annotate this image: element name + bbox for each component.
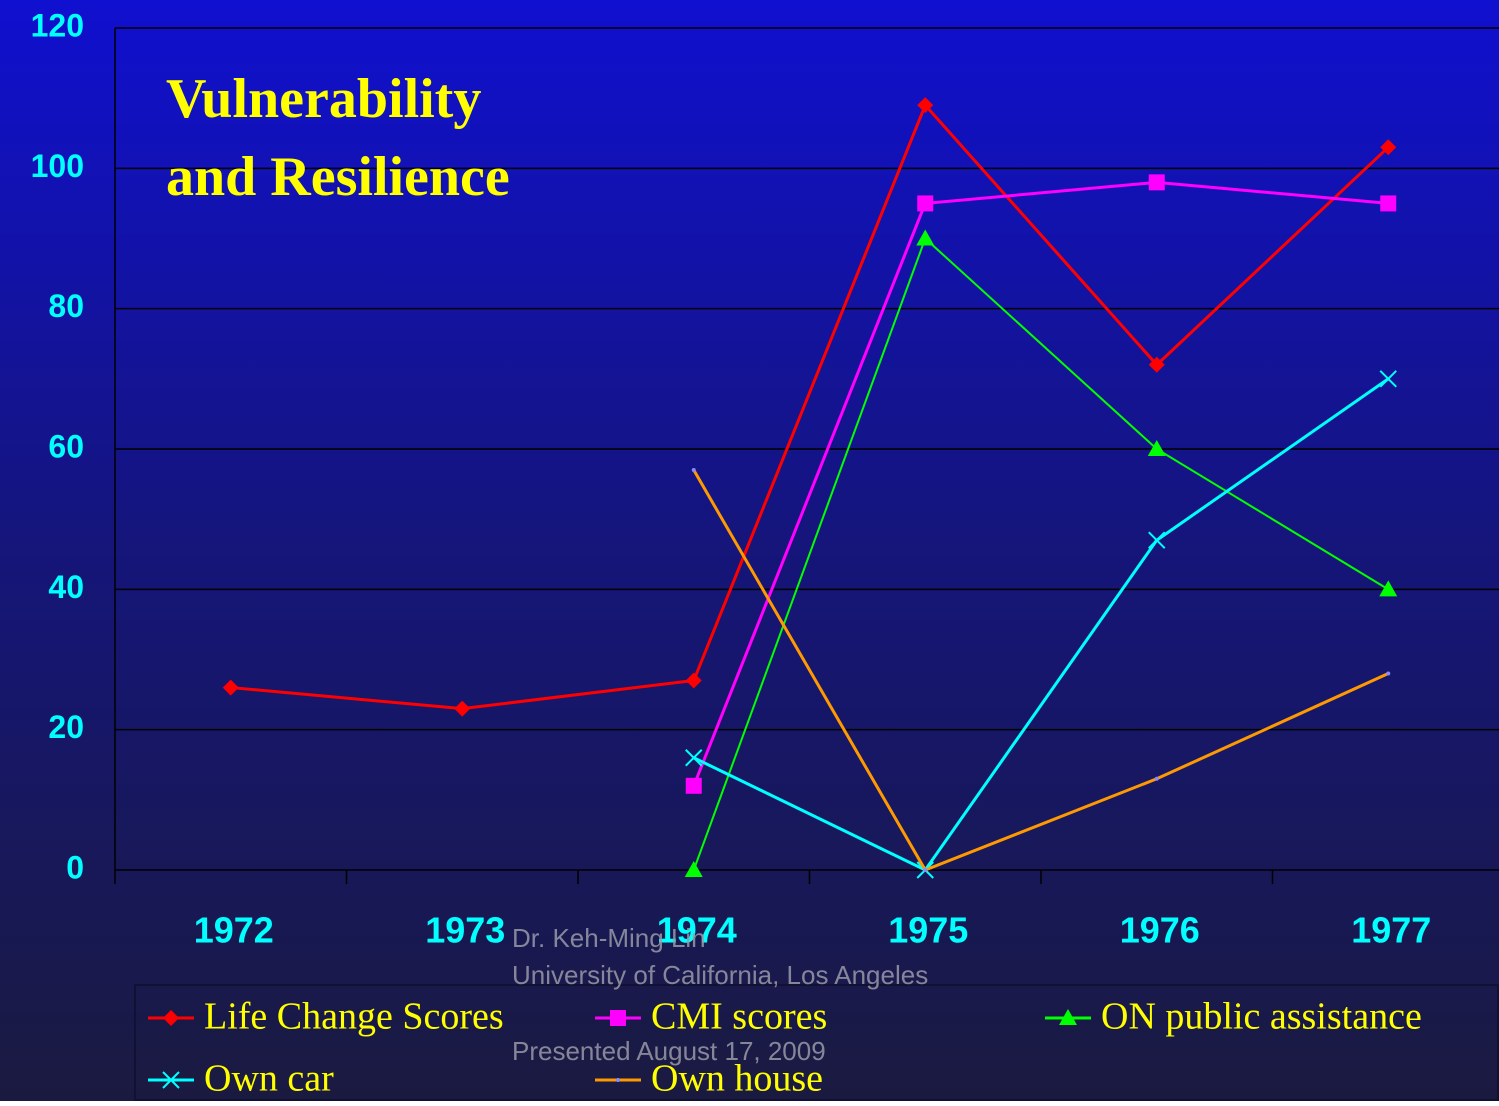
legend-label: Own house xyxy=(651,1058,823,1100)
series-line xyxy=(692,236,1389,871)
legend-marker xyxy=(616,1078,620,1082)
y-tick-label: 20 xyxy=(48,709,84,745)
point xyxy=(1147,440,1166,456)
x-tick-label: 1973 xyxy=(425,910,505,951)
point xyxy=(1379,370,1397,388)
legend-marker xyxy=(1059,1009,1077,1025)
point xyxy=(685,777,702,794)
point xyxy=(1148,531,1166,549)
watermark: Dr. Keh-Ming Lin xyxy=(512,923,706,953)
watermark: University of California, Los Angeles xyxy=(512,960,928,990)
watermark: Presented August 17, 2009 xyxy=(512,1036,826,1066)
point xyxy=(1148,356,1165,373)
point xyxy=(684,861,703,877)
point xyxy=(454,700,471,717)
series-line xyxy=(693,377,1390,872)
legend-marker xyxy=(162,1071,180,1089)
x-tick-label: 1974 xyxy=(657,910,737,951)
legend-label: Life Change Scores xyxy=(204,996,504,1038)
chart-title: and Resilience xyxy=(166,146,510,208)
y-tick-label: 60 xyxy=(48,428,84,464)
point xyxy=(685,672,702,689)
y-tick-label: 80 xyxy=(48,288,84,324)
legend-label: CMI scores xyxy=(651,996,827,1038)
y-tick-label: 100 xyxy=(31,148,84,184)
y-tick-label: 0 xyxy=(66,849,84,885)
point xyxy=(1386,671,1391,676)
point xyxy=(916,229,935,246)
x-tick-label: 1976 xyxy=(1120,910,1200,951)
series-line xyxy=(230,102,1390,711)
point xyxy=(1148,174,1165,191)
point xyxy=(917,195,934,212)
legend-label: ON public assistance xyxy=(1101,996,1422,1038)
x-tick-label: 1975 xyxy=(888,910,968,951)
series-line xyxy=(692,180,1389,787)
legend-label: Own car xyxy=(204,1058,334,1100)
point xyxy=(1379,580,1398,597)
y-tick-label: 120 xyxy=(31,7,84,43)
point xyxy=(923,868,928,872)
series-line xyxy=(692,469,1389,872)
point xyxy=(222,679,239,696)
point xyxy=(917,97,934,114)
point xyxy=(1380,139,1397,156)
legend-marker xyxy=(163,1010,179,1026)
point xyxy=(1380,195,1397,212)
legend-marker xyxy=(610,1010,626,1026)
legend-box xyxy=(134,984,1499,1101)
point xyxy=(1154,776,1159,781)
point xyxy=(691,468,696,473)
x-tick-label: 1972 xyxy=(194,910,274,951)
x-tick-label: 1977 xyxy=(1351,910,1431,951)
chart-title: Vulnerability xyxy=(166,68,481,130)
point xyxy=(685,749,703,767)
y-tick-label: 40 xyxy=(48,569,84,605)
